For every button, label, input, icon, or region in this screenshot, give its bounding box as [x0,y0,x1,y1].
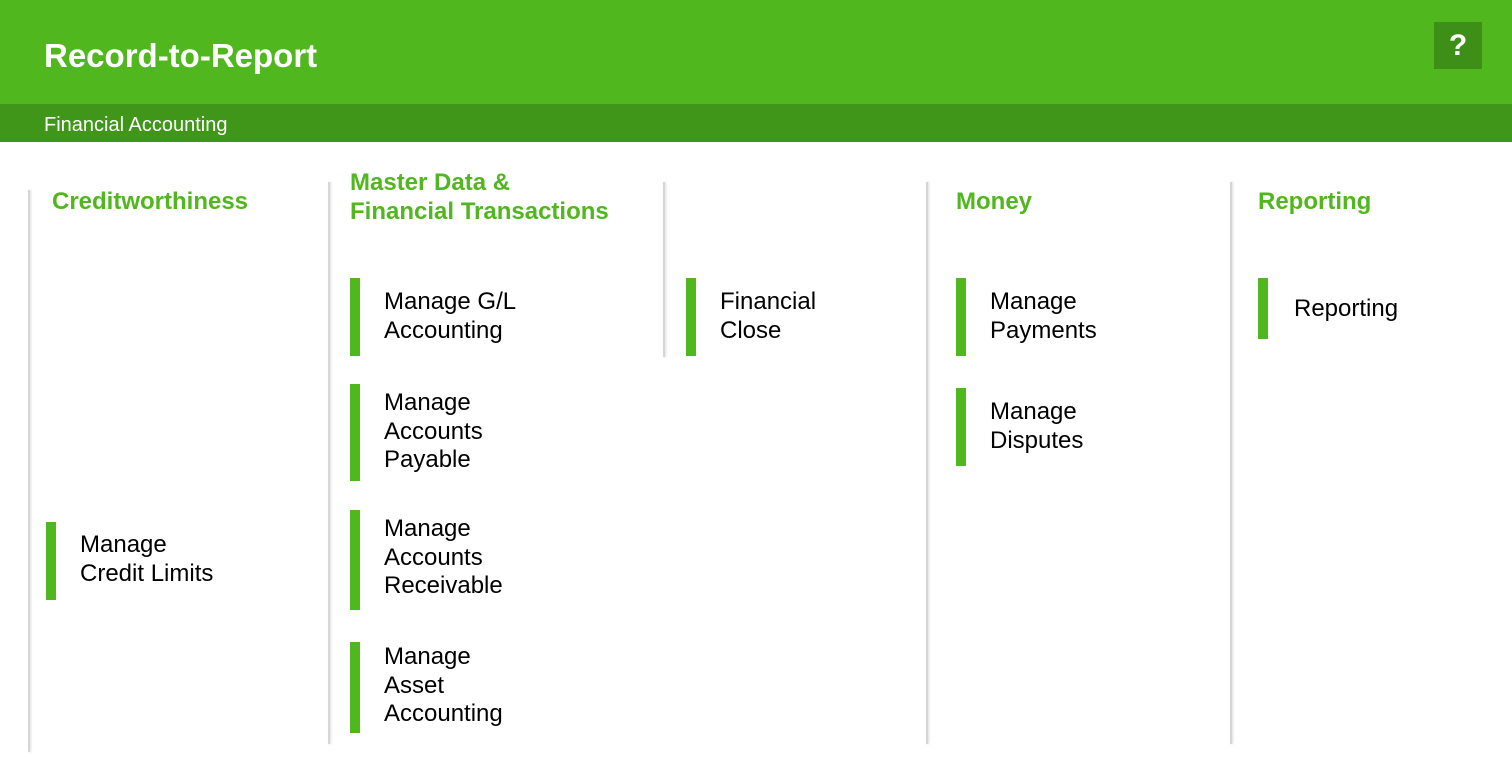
tile-label: Reporting [1294,295,1399,322]
column-divider [328,182,330,744]
column-title-money: Money [956,188,1033,215]
tile-label: Manage Accounts Payable [384,389,483,473]
tile-accent-bar [350,278,360,356]
tile-accent-bar [350,384,360,481]
column-divider [926,182,928,744]
tile-label: Manage Payments [990,288,1097,344]
tile-label: Manage Credit Limits [80,531,214,587]
tile-accent-bar [350,642,360,733]
tile-manage-asset-accounting[interactable]: Manage Asset Accounting [350,642,630,733]
app-title: Record-to-Report [44,37,318,74]
breadcrumb: Financial Accounting [44,114,228,136]
tile-manage-payments[interactable]: Manage Payments [956,278,1196,356]
tile-accent-bar [350,510,360,610]
tile-manage-disputes[interactable]: Manage Disputes [956,388,1196,466]
breadcrumb-bar: Financial Accounting [0,104,1512,142]
tile-accent-bar [956,388,966,466]
tile-label: Manage Asset Accounting [384,643,503,727]
tile-manage-accounts-receivable[interactable]: Manage Accounts Receivable [350,510,630,610]
tile-accent-bar [956,278,966,356]
tile-label: Manage Disputes [990,398,1084,454]
tile-label: Financial Close [720,288,817,344]
column-title-master-data: Master Data & Financial Transactions [350,169,609,225]
tile-manage-gl-accounting[interactable]: Manage G/L Accounting [350,278,630,356]
column-divider [663,182,665,357]
column-divider [28,190,30,752]
tile-label: Manage Accounts Receivable [384,515,503,599]
tile-label: Manage G/L Accounting [384,288,517,344]
column-title-reporting: Reporting [1258,188,1372,215]
tile-manage-accounts-payable[interactable]: Manage Accounts Payable [350,384,630,481]
tile-reporting[interactable]: Reporting [1258,278,1478,339]
app-header: Record-to-Report ? [0,0,1512,104]
tile-manage-credit-limits[interactable]: Manage Credit Limits [46,522,286,600]
column-divider [1230,182,1232,744]
help-button[interactable]: ? [1434,22,1482,69]
tile-accent-bar [1258,278,1268,339]
tile-accent-bar [46,522,56,600]
tile-accent-bar [686,278,696,356]
column-title-creditworthiness: Creditworthiness [52,188,249,215]
tile-financial-close[interactable]: Financial Close [686,278,906,356]
